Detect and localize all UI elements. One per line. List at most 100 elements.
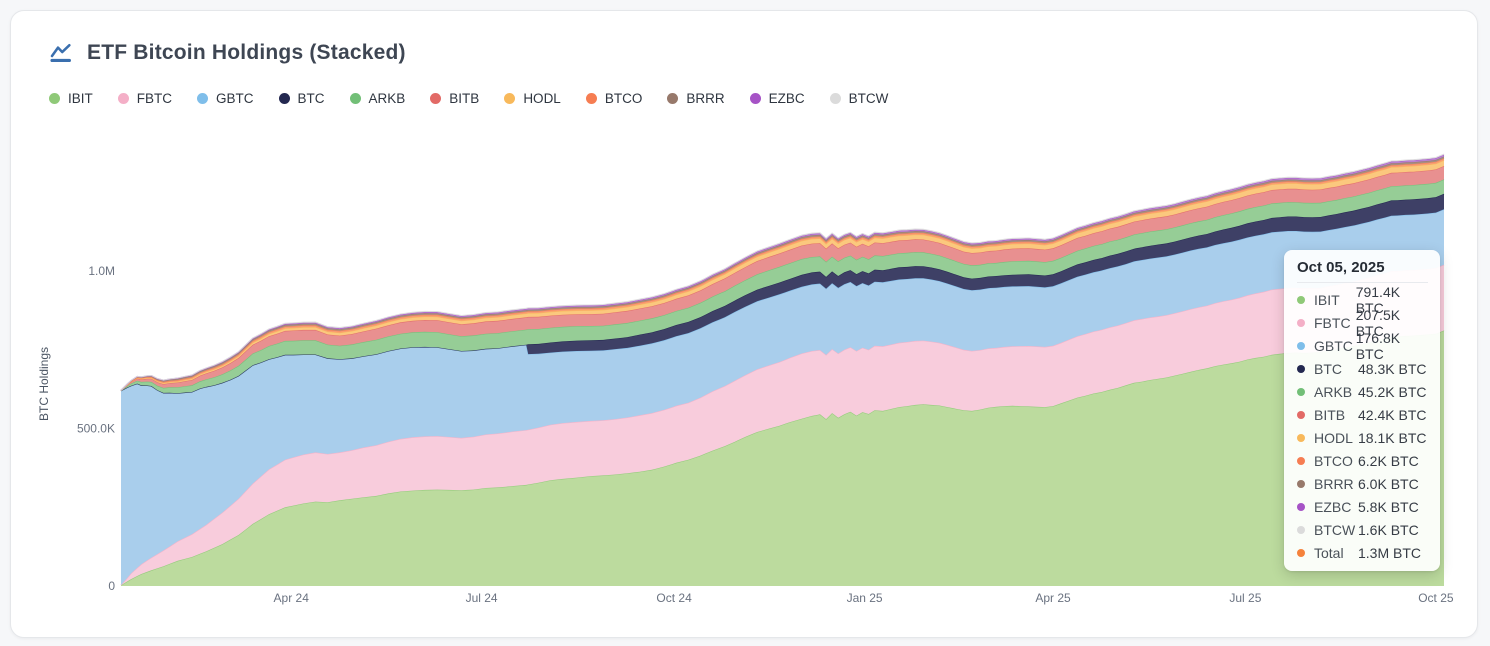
- x-axis-tick: Jul 25: [1229, 591, 1261, 605]
- tooltip-etf-name: BITB: [1314, 406, 1346, 423]
- legend-swatch-icon: [749, 93, 761, 104]
- y-axis-title: BTC Holdings: [37, 347, 51, 421]
- area-gbtc: [121, 209, 1444, 586]
- tooltip-etf-value: 48.3K BTC: [1358, 360, 1427, 377]
- tooltip-date: Oct 05, 2025: [1297, 259, 1428, 283]
- tooltip-row-ezbc: EZBC 5.8K BTC: [1297, 495, 1428, 518]
- legend-swatch-icon: [504, 93, 516, 104]
- legend-swatch-icon: [49, 93, 60, 104]
- area-fbtc: [121, 264, 1444, 586]
- legend-swatch-icon: [197, 93, 209, 104]
- tooltip-row-btcw: BTCW 1.6K BTC: [1297, 518, 1428, 541]
- legend-swatch-icon: [829, 93, 841, 104]
- tooltip-etf-value: 207.5K BTC: [1355, 306, 1401, 339]
- tooltip-etf-name: FBTC: [1314, 314, 1351, 331]
- legend-label: BTCW: [848, 91, 889, 106]
- tooltip-row-brrr: BRRR 6.0K BTC: [1297, 472, 1428, 495]
- tooltip-etf-value: 791.4K BTC: [1355, 283, 1401, 316]
- tooltip-swatch-icon: [1297, 318, 1305, 327]
- y-axis-tick: 0: [108, 579, 115, 593]
- legend-item-gbtc[interactable]: GBTC: [197, 91, 254, 106]
- tooltip-swatch-icon: [1297, 456, 1305, 465]
- area-arkb: [121, 179, 1444, 394]
- legend-item-hodl[interactable]: HODL: [504, 91, 561, 106]
- tooltip-row-total: Total 1.3M BTC: [1297, 541, 1428, 564]
- legend-label: GBTC: [216, 91, 254, 106]
- area-chart-icon: [49, 41, 73, 65]
- tooltip-etf-name: ARKB: [1314, 383, 1353, 400]
- legend-label: BRRR: [686, 91, 725, 106]
- tooltip-etf-name: BTCW: [1314, 521, 1356, 538]
- legend-item-bitb[interactable]: BITB: [430, 91, 479, 106]
- card-header: ETF Bitcoin Holdings (Stacked): [49, 41, 406, 65]
- legend-label: HODL: [523, 91, 561, 106]
- legend: IBIT FBTC GBTC BTC ARKB BITB HODL BTCO BRRR EZBC B…: [49, 91, 888, 106]
- area-ibit: [121, 330, 1444, 586]
- legend-label: BITB: [449, 91, 480, 106]
- legend-label: IBIT: [68, 91, 93, 106]
- x-axis-tick: Oct 24: [656, 591, 692, 605]
- stacked-area-chart[interactable]: 0 500.0K 1.0M Apr 24 Jul 24 Oct 24 Jan 25 Apr 2…: [11, 11, 1490, 646]
- tooltip: Oct 05, 2025 IBIT 791.4K BTC FBTC 207.5K BT…: [1284, 250, 1440, 571]
- legend-swatch-icon: [278, 93, 290, 104]
- tooltip-row-btco: BTCO 6.2K BTC: [1297, 449, 1428, 472]
- tooltip-etf-name: IBIT: [1314, 291, 1340, 308]
- tooltip-etf-value: 45.2K BTC: [1358, 383, 1427, 400]
- tooltip-row-hodl: HODL 18.1K BTC: [1297, 426, 1428, 449]
- legend-swatch-icon: [667, 93, 679, 104]
- y-axis-tick: 1.0M: [88, 264, 115, 278]
- legend-item-ezbc[interactable]: EZBC: [749, 91, 805, 106]
- tooltip-swatch-icon: [1297, 525, 1305, 534]
- legend-item-btco[interactable]: BTCO: [585, 91, 643, 106]
- legend-swatch-icon: [117, 93, 129, 104]
- x-axis-tick: Jan 25: [847, 591, 883, 605]
- tooltip-etf-name: BTCO: [1314, 452, 1353, 469]
- tooltip-etf-name: BRRR: [1314, 475, 1354, 492]
- tooltip-etf-name: Total: [1314, 544, 1344, 561]
- tooltip-row-bitb: BITB 42.4K BTC: [1297, 403, 1428, 426]
- tooltip-swatch-icon: [1297, 479, 1305, 488]
- y-axis-tick: 500.0K: [77, 422, 115, 436]
- tooltip-swatch-icon: [1297, 548, 1305, 557]
- tooltip-swatch-icon: [1297, 364, 1305, 373]
- legend-item-ibit[interactable]: IBIT: [49, 91, 93, 106]
- tooltip-rows: IBIT 791.4K BTC FBTC 207.5K BTC GBTC 176.8K B…: [1297, 284, 1428, 564]
- legend-swatch-icon: [349, 93, 361, 104]
- tooltip-row-btc: BTC 48.3K BTC: [1297, 357, 1428, 380]
- legend-item-fbtc[interactable]: FBTC: [117, 91, 173, 106]
- chart-card: ETF Bitcoin Holdings (Stacked) IBIT FBTC G…: [10, 10, 1478, 638]
- x-axis-tick: Apr 25: [1035, 591, 1071, 605]
- tooltip-etf-value: 6.2K BTC: [1358, 452, 1419, 469]
- tooltip-etf-name: BTC: [1314, 360, 1342, 377]
- tooltip-row-gbtc: GBTC 176.8K BTC: [1297, 330, 1428, 362]
- tooltip-swatch-icon: [1297, 295, 1305, 304]
- tooltip-row-ibit: IBIT 791.4K BTC: [1297, 284, 1428, 316]
- legend-label: BTC: [297, 91, 325, 106]
- legend-label: ARKB: [368, 91, 406, 106]
- legend-item-arkb[interactable]: ARKB: [349, 91, 406, 106]
- tooltip-etf-value: 1.6K BTC: [1358, 521, 1419, 538]
- page-title: ETF Bitcoin Holdings (Stacked): [87, 41, 406, 64]
- tooltip-etf-value: 42.4K BTC: [1358, 406, 1427, 423]
- legend-item-btc[interactable]: BTC: [278, 91, 325, 106]
- x-axis-tick: Oct 25: [1418, 591, 1454, 605]
- tooltip-swatch-icon: [1297, 341, 1305, 350]
- tooltip-etf-name: HODL: [1314, 429, 1353, 446]
- legend-item-btcw[interactable]: BTCW: [829, 91, 889, 106]
- x-axis-tick: Jul 24: [466, 591, 498, 605]
- x-axis-tick: Apr 24: [274, 591, 310, 605]
- legend-swatch-icon: [430, 93, 442, 104]
- legend-label: BTCO: [604, 91, 643, 106]
- tooltip-etf-value: 176.8K BTC: [1355, 329, 1401, 362]
- legend-swatch-icon: [585, 93, 597, 104]
- tooltip-row-arkb: ARKB 45.2K BTC: [1297, 380, 1428, 403]
- area-bitb: [121, 166, 1444, 391]
- tooltip-etf-value: 6.0K BTC: [1358, 475, 1419, 492]
- legend-label: FBTC: [136, 91, 173, 106]
- tooltip-swatch-icon: [1297, 433, 1305, 442]
- tooltip-row-fbtc: FBTC 207.5K BTC: [1297, 307, 1428, 339]
- legend-item-brrr[interactable]: BRRR: [667, 91, 725, 106]
- tooltip-etf-value: 5.8K BTC: [1358, 498, 1419, 515]
- tooltip-etf-name: EZBC: [1314, 498, 1352, 515]
